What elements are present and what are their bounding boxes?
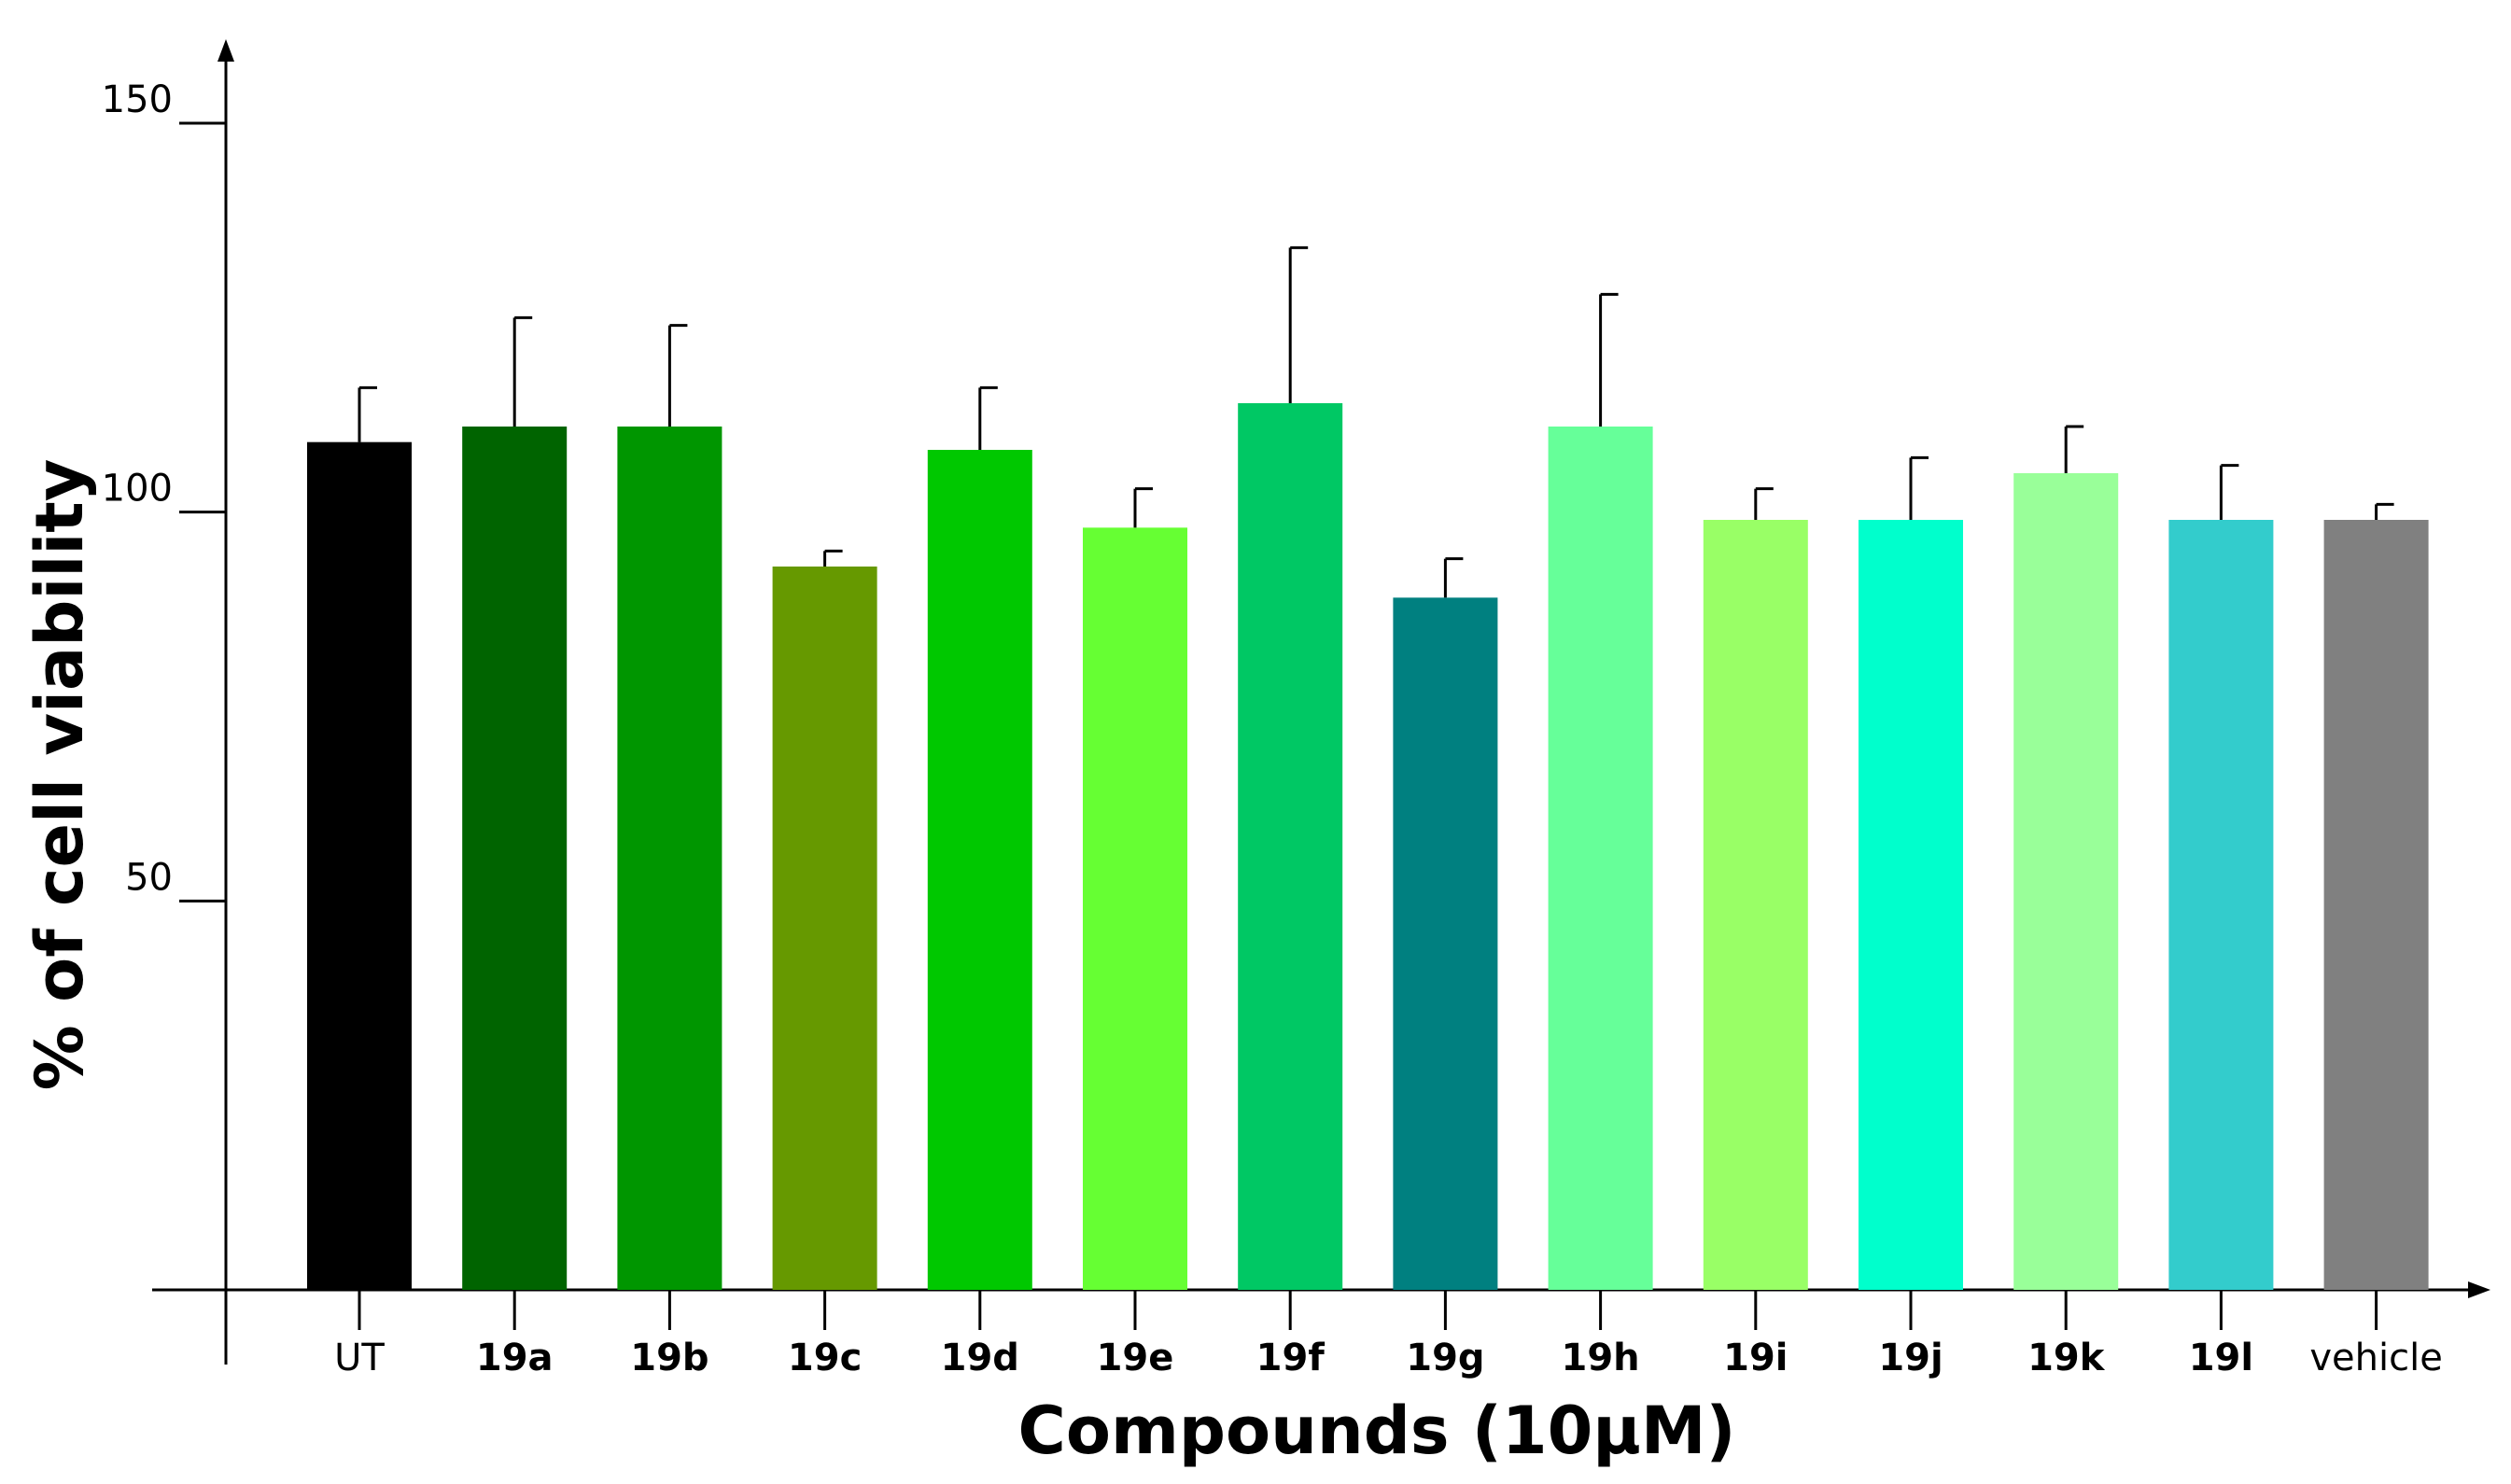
x-tick-label-19j: 19j (1878, 1337, 1943, 1379)
y-tick-label: 150 (102, 78, 173, 121)
x-tick-label-UT: UT (334, 1337, 385, 1379)
bar-19k (2013, 473, 2119, 1290)
bar-19b (617, 427, 722, 1290)
x-tick-label-vehicle: vehicle (2309, 1337, 2442, 1379)
x-tick-label-19l: 19l (2189, 1337, 2253, 1379)
x-tick-label-19b: 19b (630, 1337, 708, 1379)
x-tick-label-19d: 19d (941, 1337, 1019, 1379)
bar-19f (1238, 403, 1343, 1290)
x-tick-label-19h: 19h (1562, 1337, 1640, 1379)
x-ticks-group: UT 19a 19b 19c 19d 19e 19f 19g 19h 19i 19j 19k 19l ve… (334, 1290, 2443, 1379)
x-tick-label-19k: 19k (2027, 1337, 2106, 1379)
bars-group (307, 403, 2429, 1291)
error-bars-group (358, 245, 2394, 598)
bar-19c (772, 567, 877, 1290)
bar-19a (462, 427, 568, 1290)
bar-vehicle (2323, 520, 2429, 1290)
x-tick-label-19a: 19a (476, 1337, 554, 1379)
bar-19d (927, 450, 1032, 1290)
x-tick-label-19i: 19i (1723, 1337, 1788, 1379)
x-tick-label-19g: 19g (1406, 1337, 1484, 1379)
y-axis-title: % of cell viability (21, 459, 98, 1091)
bar-19h (1548, 427, 1653, 1290)
x-tick-label-19c: 19c (788, 1337, 862, 1379)
y-ticks-group: 50 100 150 (102, 78, 226, 903)
bar-19i (1703, 520, 1808, 1290)
y-axis-arrow-icon (217, 39, 234, 62)
bar-19g (1393, 597, 1498, 1290)
x-tick-label-19f: 19f (1256, 1337, 1326, 1379)
bar-19l (2168, 520, 2274, 1290)
x-axis-arrow-icon (2468, 1281, 2490, 1298)
y-tick-label: 50 (125, 856, 173, 899)
x-axis-title: Compounds (10μM) (1018, 1393, 1736, 1469)
bar-19e (1083, 527, 1187, 1290)
bar-UT (307, 441, 412, 1291)
x-tick-label-19e: 19e (1097, 1337, 1174, 1379)
bar-19j (1859, 520, 1963, 1290)
y-tick-label: 100 (102, 468, 173, 511)
